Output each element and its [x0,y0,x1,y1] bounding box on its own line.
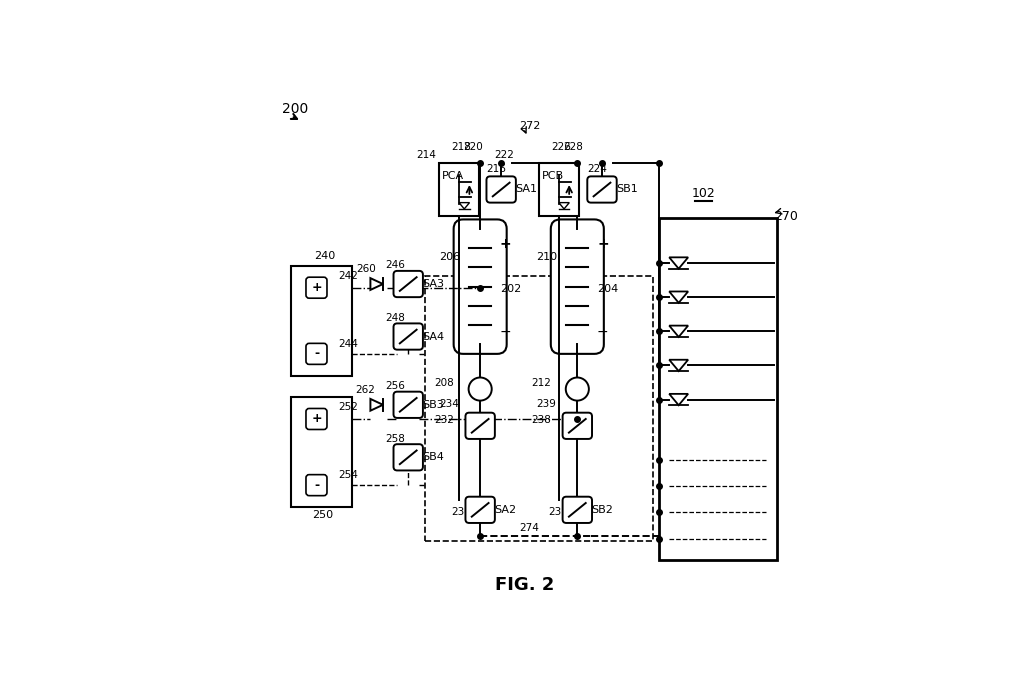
Text: 228: 228 [563,142,583,152]
Text: 250: 250 [312,509,334,520]
FancyBboxPatch shape [562,413,592,439]
Text: 210: 210 [537,252,558,263]
Text: 258: 258 [385,434,406,443]
Text: 200: 200 [283,102,308,116]
Bar [425,276,653,542]
Circle shape [469,378,492,400]
Text: 216: 216 [486,164,506,174]
Text: SA3: SA3 [422,279,444,289]
Text: 240: 240 [313,252,335,261]
Text: 208: 208 [434,379,454,389]
Bar [540,163,579,216]
Text: 256: 256 [385,381,406,391]
Text: 242: 242 [338,271,358,281]
Text: 236: 236 [549,507,568,517]
Text: 270: 270 [774,211,798,224]
Text: 220: 220 [463,142,483,152]
Bar [291,266,351,376]
Polygon shape [670,359,688,371]
Text: 234: 234 [439,400,459,409]
Text: 226: 226 [551,142,571,152]
Polygon shape [670,257,688,269]
Text: SB2: SB2 [592,505,613,515]
FancyBboxPatch shape [454,220,507,354]
FancyBboxPatch shape [562,496,592,523]
Text: 239: 239 [537,400,556,409]
Text: SB1: SB1 [616,185,638,194]
Text: 238: 238 [531,415,551,425]
Text: 224: 224 [587,164,606,174]
FancyBboxPatch shape [588,177,616,203]
Text: 244: 244 [338,339,358,349]
Polygon shape [670,325,688,337]
Text: 204: 204 [597,284,618,295]
Polygon shape [559,203,569,209]
Bar [658,218,777,560]
Text: 202: 202 [500,284,521,295]
Text: -: - [314,347,319,360]
Text: 260: 260 [355,265,376,274]
FancyBboxPatch shape [306,277,327,298]
Text: PCB: PCB [542,171,564,181]
Text: +: + [500,237,511,251]
FancyBboxPatch shape [393,391,423,418]
Text: 272: 272 [519,121,541,131]
Text: -: - [314,479,319,492]
Bar [439,163,479,216]
Polygon shape [670,291,688,303]
Text: FIG. 2: FIG. 2 [496,576,554,594]
Text: 248: 248 [385,313,406,323]
Text: 252: 252 [338,402,358,412]
Text: 218: 218 [452,142,471,152]
Text: SB4: SB4 [422,452,444,462]
Text: +: + [311,413,322,426]
Text: SA4: SA4 [422,331,444,342]
Polygon shape [371,278,383,290]
Text: 222: 222 [494,150,514,160]
FancyBboxPatch shape [466,413,495,439]
Circle shape [566,378,589,400]
Text: SA2: SA2 [495,505,516,515]
Text: 274: 274 [519,523,539,533]
FancyBboxPatch shape [393,444,423,471]
FancyBboxPatch shape [306,409,327,430]
Text: +: + [311,281,322,294]
Text: 102: 102 [691,187,715,200]
Text: SB3: SB3 [422,400,444,410]
Text: SA1: SA1 [515,185,538,194]
FancyBboxPatch shape [466,496,495,523]
Bar [291,397,351,507]
FancyBboxPatch shape [306,475,327,496]
Text: 246: 246 [385,261,406,270]
FancyBboxPatch shape [393,323,423,350]
Bar [664,442,772,554]
Text: −: − [597,325,608,339]
Polygon shape [459,203,470,209]
Text: +: + [597,237,608,251]
FancyBboxPatch shape [393,271,423,297]
Text: 206: 206 [439,252,461,263]
FancyBboxPatch shape [486,177,516,203]
Text: PCA: PCA [442,171,464,181]
Text: 254: 254 [338,471,358,480]
Text: 214: 214 [416,150,435,160]
Polygon shape [670,394,688,405]
Text: 230: 230 [452,507,471,517]
FancyBboxPatch shape [551,220,604,354]
Text: −: − [500,325,511,339]
Text: 262: 262 [355,385,376,396]
Text: 232: 232 [434,415,454,425]
Text: 212: 212 [531,379,551,389]
Polygon shape [371,399,383,411]
FancyBboxPatch shape [306,343,327,364]
